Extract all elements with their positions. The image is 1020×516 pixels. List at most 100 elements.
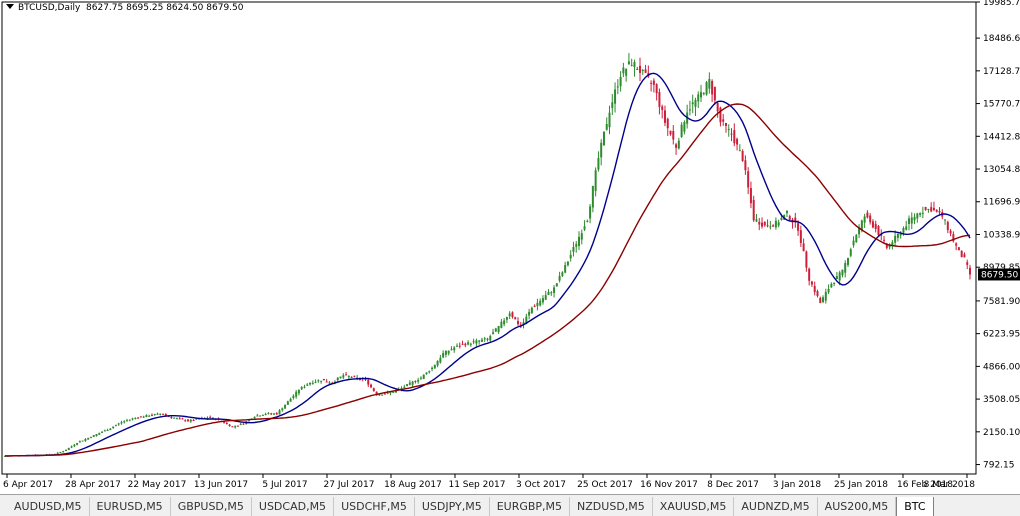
candle-body <box>150 414 153 416</box>
x-tick-label: 25 Oct 2017 <box>577 480 633 490</box>
tab-usdchf[interactable]: USDCHF,M5 <box>334 497 415 516</box>
candle-body <box>192 420 195 422</box>
candle-body <box>866 212 869 218</box>
x-tick-label: 13 Jun 2017 <box>194 480 248 490</box>
candle-body <box>431 367 434 370</box>
candle-body <box>561 272 564 276</box>
candle-body <box>835 276 838 279</box>
candle-body <box>353 375 356 377</box>
x-tick-label: 27 Jul 2017 <box>324 480 375 490</box>
candle-body <box>591 186 594 208</box>
candle-body <box>92 435 95 437</box>
candle-body <box>905 226 908 230</box>
candle-body <box>261 414 264 416</box>
candle-body <box>492 332 495 335</box>
chart-window[interactable]: 19985.75 18486.65 17128.70 15770.75 14412.80… <box>0 0 1020 494</box>
candle-body <box>705 82 708 95</box>
candle-body <box>949 230 952 234</box>
candle-body <box>400 387 403 390</box>
tab-btc[interactable]: BTC <box>896 497 934 516</box>
candle-body <box>211 417 214 419</box>
candle-body <box>541 298 544 303</box>
candle-body <box>181 418 184 420</box>
candle-body <box>123 421 126 423</box>
candle-body <box>453 347 456 351</box>
candle-body <box>569 254 572 259</box>
candle-body <box>114 425 117 427</box>
y-tick-label: 15770.75 <box>983 100 1020 110</box>
candle-body <box>383 393 386 395</box>
candle-body <box>159 413 162 415</box>
candle-body <box>960 250 963 258</box>
candle-body <box>597 158 600 170</box>
candle-body <box>675 144 678 148</box>
candle-body <box>480 339 483 342</box>
candle-body <box>297 390 300 394</box>
candle-body <box>178 418 181 420</box>
candle-body <box>589 206 592 219</box>
candle-body <box>841 269 844 276</box>
candle-body <box>81 440 84 442</box>
candle-body <box>938 211 941 213</box>
candle-body <box>417 379 420 382</box>
candle-body <box>663 110 666 123</box>
candle-body <box>264 414 267 416</box>
candle-body <box>389 392 392 394</box>
candle-body <box>813 286 816 293</box>
candle-body <box>833 282 836 284</box>
candle-body <box>916 213 919 219</box>
tab-gbpusd[interactable]: GBPUSD,M5 <box>171 497 252 516</box>
candle-body <box>145 415 148 418</box>
candle-body <box>946 221 949 231</box>
tab-xauusd[interactable]: XAUUSD,M5 <box>653 497 735 516</box>
candle-body <box>478 340 481 342</box>
candle-body <box>539 300 542 306</box>
tab-usdjpy[interactable]: USDJPY,M5 <box>415 497 490 516</box>
tab-aus200[interactable]: AUS200,M5 <box>818 497 897 516</box>
candle-body <box>336 377 339 381</box>
candle-body <box>727 128 730 130</box>
candle-body <box>633 62 636 68</box>
candle-body <box>320 380 323 382</box>
tab-audusd[interactable]: AUDUSD,M5 <box>0 497 90 516</box>
candle-body <box>641 69 644 71</box>
tab-audnzd[interactable]: AUDNZD,M5 <box>734 497 818 516</box>
y-tick-label: 11696.90 <box>983 198 1020 208</box>
candle-body <box>605 124 608 130</box>
candle-body <box>223 421 226 423</box>
candle-body <box>184 420 187 422</box>
candle-body <box>500 321 503 328</box>
price-chart[interactable]: 19985.75 18486.65 17128.70 15770.75 14412.80… <box>0 0 1020 494</box>
x-tick-label: 6 Apr 2017 <box>3 480 53 490</box>
candle-body <box>907 218 910 224</box>
x-tick-label: 18 Aug 2017 <box>384 480 442 490</box>
tab-eurusd[interactable]: EURUSD,M5 <box>90 497 171 516</box>
candle-body <box>822 297 825 303</box>
candle-body <box>126 420 129 422</box>
tab-usdcad[interactable]: USDCAD,M5 <box>252 497 335 516</box>
candle-body <box>919 213 922 215</box>
candle-body <box>627 61 630 65</box>
candle-body <box>805 251 808 268</box>
tab-eurgbp[interactable]: EURGBP,M5 <box>490 497 571 516</box>
candle-body <box>788 216 791 220</box>
candle-body <box>874 223 877 229</box>
candle-body <box>414 380 417 382</box>
candle-body <box>863 216 866 223</box>
dropdown-triangle-icon <box>6 4 14 9</box>
candle-body <box>666 118 669 129</box>
symbol-label: BTCUSD,Daily <box>18 3 81 13</box>
candle-body <box>450 349 453 351</box>
tab-nzdusd[interactable]: NZDUSD,M5 <box>570 497 653 516</box>
candle-body <box>300 387 303 390</box>
candle-body <box>464 343 467 346</box>
candle-body <box>636 68 639 70</box>
candle-body <box>469 343 472 345</box>
candle-body <box>566 261 569 266</box>
candle-body <box>436 360 439 366</box>
candle-body <box>95 434 98 437</box>
candle-body <box>622 67 625 74</box>
candle-body <box>345 374 348 376</box>
candle-body <box>428 371 431 373</box>
candle-body <box>708 78 711 89</box>
